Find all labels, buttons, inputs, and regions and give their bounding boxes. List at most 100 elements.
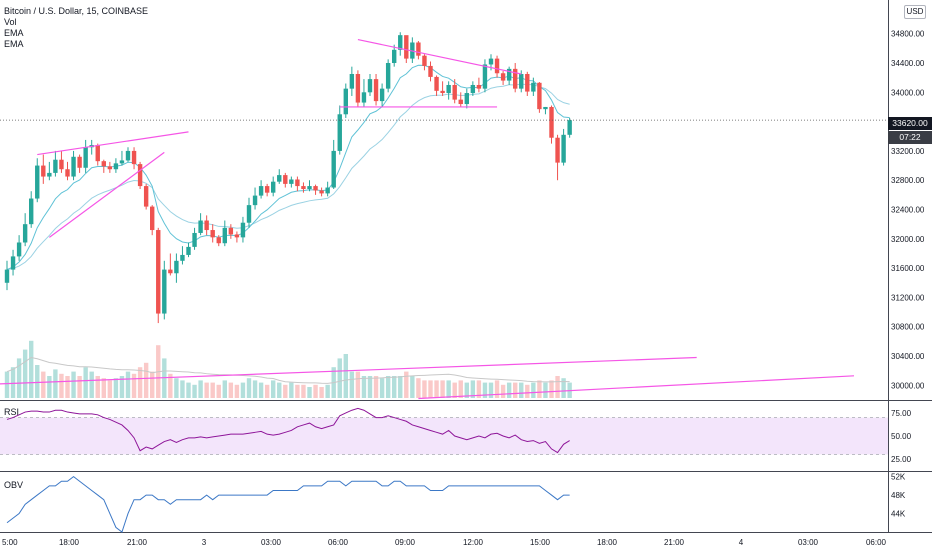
candle-body	[101, 161, 106, 167]
volume-bar	[367, 376, 373, 398]
trendline-descending-resistance	[357, 38, 522, 75]
volume-bar	[168, 373, 173, 398]
volume-bar	[343, 354, 348, 398]
volume-bar	[29, 340, 34, 398]
volume-bar	[35, 365, 40, 398]
currency-badge[interactable]: USD	[904, 5, 926, 19]
candle-body	[434, 76, 439, 91]
volume-bar	[500, 384, 506, 398]
price-tick-label: 31200.00	[891, 293, 925, 302]
rsi-tick-label: 25.00	[891, 455, 912, 464]
price-tick-label: 32000.00	[891, 235, 925, 244]
candle-body	[16, 242, 22, 257]
candle-body	[77, 156, 82, 168]
candle-body	[301, 186, 306, 190]
candle-body	[379, 88, 385, 102]
volume-bar	[313, 384, 318, 398]
candle-body	[137, 164, 143, 187]
candle-body	[210, 230, 215, 238]
volume-bar	[119, 376, 125, 398]
volume-bar	[107, 380, 113, 398]
volume-bar	[470, 380, 476, 398]
volume-bar	[488, 382, 494, 398]
candle-body	[22, 224, 28, 243]
price-tick-label: 32400.00	[891, 206, 925, 215]
volume-bar	[210, 382, 215, 398]
candle-body	[10, 256, 16, 270]
price-tick-label: 30800.00	[891, 323, 925, 332]
volume-bar	[59, 373, 64, 398]
volume-bar	[252, 380, 258, 398]
candle-body	[143, 186, 149, 207]
volume-bar	[131, 373, 137, 398]
time-tick-label: 3	[202, 538, 207, 547]
indicator-ema-label-2: EMA	[4, 39, 24, 49]
volume-bar	[458, 380, 463, 398]
candle-body	[234, 234, 240, 238]
candle-body	[65, 169, 70, 177]
candle-body	[500, 73, 506, 81]
candle-body	[313, 186, 318, 191]
candle-body	[240, 222, 246, 238]
candle-body	[531, 82, 536, 92]
candle-body	[119, 160, 125, 164]
volume-bar	[192, 384, 197, 398]
candle-body	[367, 79, 373, 93]
candle-body	[464, 93, 469, 105]
candle-body	[513, 68, 518, 89]
volume-bar	[174, 378, 179, 398]
price-tick-label: 34000.00	[891, 88, 925, 97]
time-tick-label: 12:00	[463, 538, 484, 547]
candle-body	[555, 137, 560, 163]
time-tick-label: 06:00	[866, 538, 887, 547]
candle-body	[446, 84, 451, 94]
candle-body	[385, 63, 391, 89]
candle-body	[35, 165, 40, 199]
candle-body	[283, 175, 288, 184]
candle-body	[349, 73, 355, 89]
candle-body	[162, 269, 167, 314]
volume-bar	[89, 371, 94, 398]
candle-body	[264, 186, 270, 193]
symbol-title: Bitcoin / U.S. Dollar, 15, COINBASE	[4, 6, 149, 16]
volume-bar	[537, 380, 542, 398]
candle-body	[494, 58, 500, 74]
candle-body	[488, 58, 494, 65]
volume-bar	[398, 376, 403, 398]
candle-body	[428, 65, 433, 77]
candle-body	[343, 88, 348, 115]
volume-bar	[404, 371, 409, 398]
volume-bar	[361, 376, 367, 398]
candle-body	[392, 49, 397, 64]
volume-bar	[246, 378, 252, 398]
rsi-pane-label: RSI	[4, 407, 20, 417]
candle-body	[258, 186, 264, 196]
volume-bar	[325, 384, 330, 398]
candle-body	[222, 227, 227, 244]
candle-body	[29, 198, 34, 225]
time-tick-label: 09:00	[395, 538, 416, 547]
candle-body	[59, 159, 64, 170]
candle-body	[192, 232, 197, 247]
candle-body	[355, 73, 361, 103]
trendline-rising-wedge-upper	[37, 131, 189, 156]
volume-bar	[428, 380, 433, 398]
volume-bar	[198, 380, 203, 398]
volume-bar	[464, 382, 469, 398]
candle-body	[95, 145, 100, 162]
volume-bar	[83, 367, 88, 398]
volume-bar	[319, 387, 324, 398]
volume-bar	[446, 380, 451, 398]
volume-bar	[71, 371, 76, 398]
volume-bar	[180, 380, 185, 398]
obv-tick-label: 44K	[891, 510, 906, 519]
candle-body	[470, 84, 476, 94]
candle-body	[271, 181, 276, 193]
volume-bar	[379, 378, 385, 398]
candle-body	[53, 159, 58, 173]
volume-bar	[410, 376, 415, 398]
candle-body	[71, 156, 76, 177]
countdown-badge: 07:22	[888, 131, 932, 144]
volume-bar	[513, 382, 518, 398]
